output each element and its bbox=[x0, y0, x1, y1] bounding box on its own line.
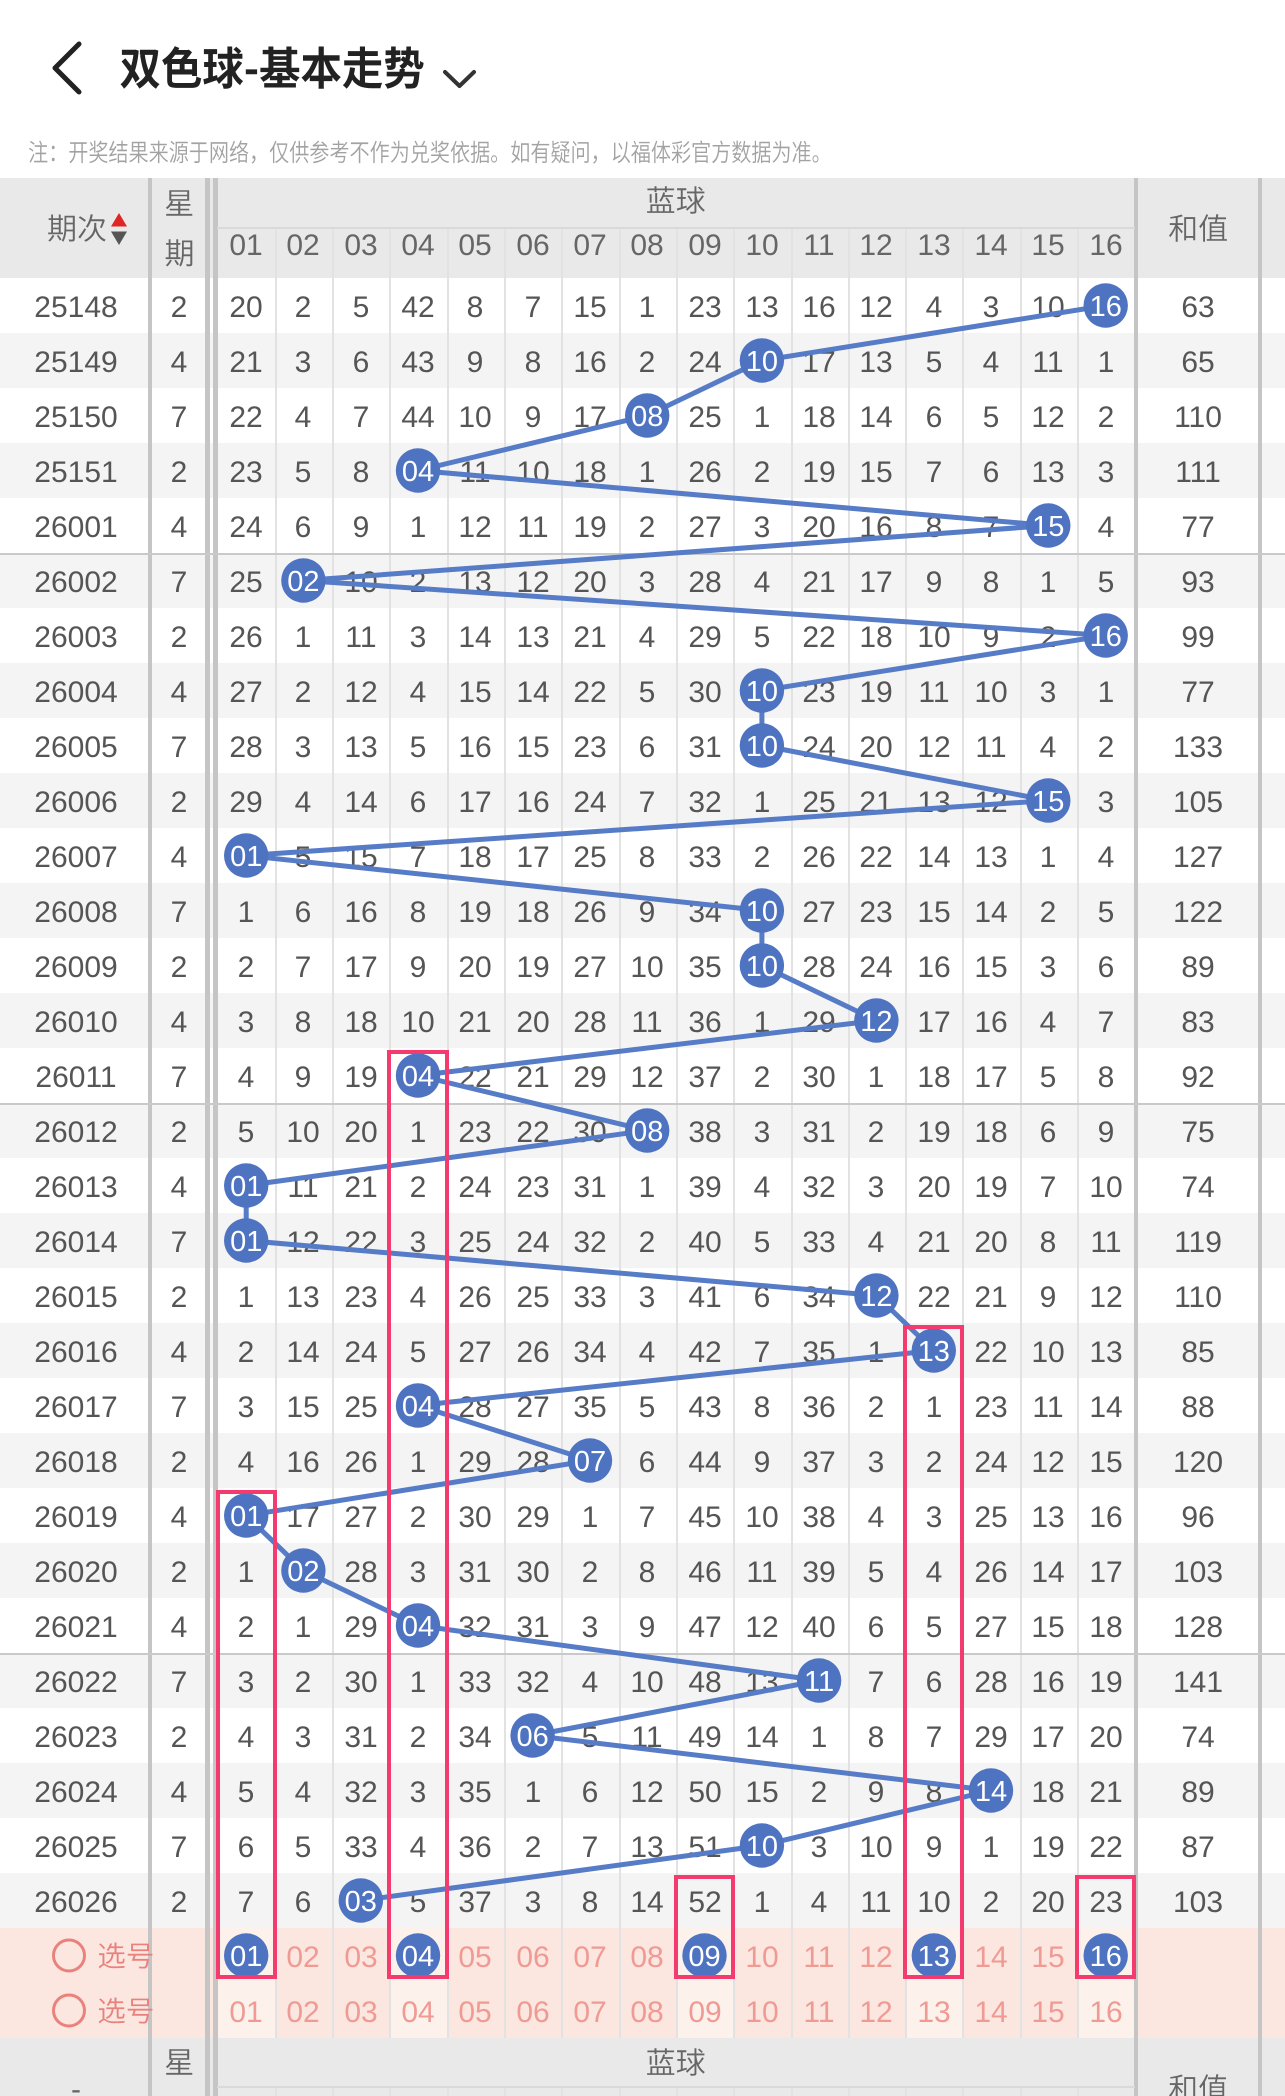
svg-text:04: 04 bbox=[402, 456, 434, 488]
svg-text:15: 15 bbox=[1032, 511, 1064, 543]
svg-text:10: 10 bbox=[746, 346, 778, 378]
svg-text:04: 04 bbox=[402, 1061, 434, 1093]
svg-text:01: 01 bbox=[230, 1941, 262, 1973]
svg-text:01: 01 bbox=[230, 1226, 262, 1258]
svg-text:01: 01 bbox=[230, 1171, 262, 1203]
svg-text:11: 11 bbox=[804, 1666, 834, 1698]
svg-text:01: 01 bbox=[230, 841, 262, 873]
svg-text:01: 01 bbox=[230, 1501, 262, 1533]
svg-text:02: 02 bbox=[287, 566, 319, 598]
svg-text:13: 13 bbox=[918, 1941, 950, 1973]
svg-text:06: 06 bbox=[516, 1721, 548, 1753]
svg-text:13: 13 bbox=[918, 1336, 950, 1368]
svg-text:04: 04 bbox=[402, 1941, 434, 1973]
svg-text:10: 10 bbox=[746, 676, 778, 708]
svg-text:03: 03 bbox=[345, 1886, 377, 1918]
svg-text:07: 07 bbox=[574, 1446, 606, 1478]
svg-text:10: 10 bbox=[746, 1831, 778, 1863]
svg-text:12: 12 bbox=[860, 1006, 892, 1038]
svg-text:09: 09 bbox=[688, 1941, 720, 1973]
svg-text:08: 08 bbox=[631, 401, 663, 433]
svg-text:16: 16 bbox=[1090, 291, 1122, 323]
svg-text:10: 10 bbox=[746, 731, 778, 763]
svg-text:16: 16 bbox=[1090, 1941, 1122, 1973]
svg-text:08: 08 bbox=[631, 1116, 663, 1148]
svg-text:04: 04 bbox=[402, 1611, 434, 1643]
svg-text:12: 12 bbox=[860, 1281, 892, 1313]
svg-text:10: 10 bbox=[746, 951, 778, 983]
svg-text:16: 16 bbox=[1090, 621, 1122, 653]
svg-text:14: 14 bbox=[975, 1776, 1007, 1808]
svg-text:15: 15 bbox=[1032, 786, 1064, 818]
svg-text:04: 04 bbox=[402, 1391, 434, 1423]
svg-text:10: 10 bbox=[746, 896, 778, 928]
svg-text:02: 02 bbox=[287, 1556, 319, 1588]
